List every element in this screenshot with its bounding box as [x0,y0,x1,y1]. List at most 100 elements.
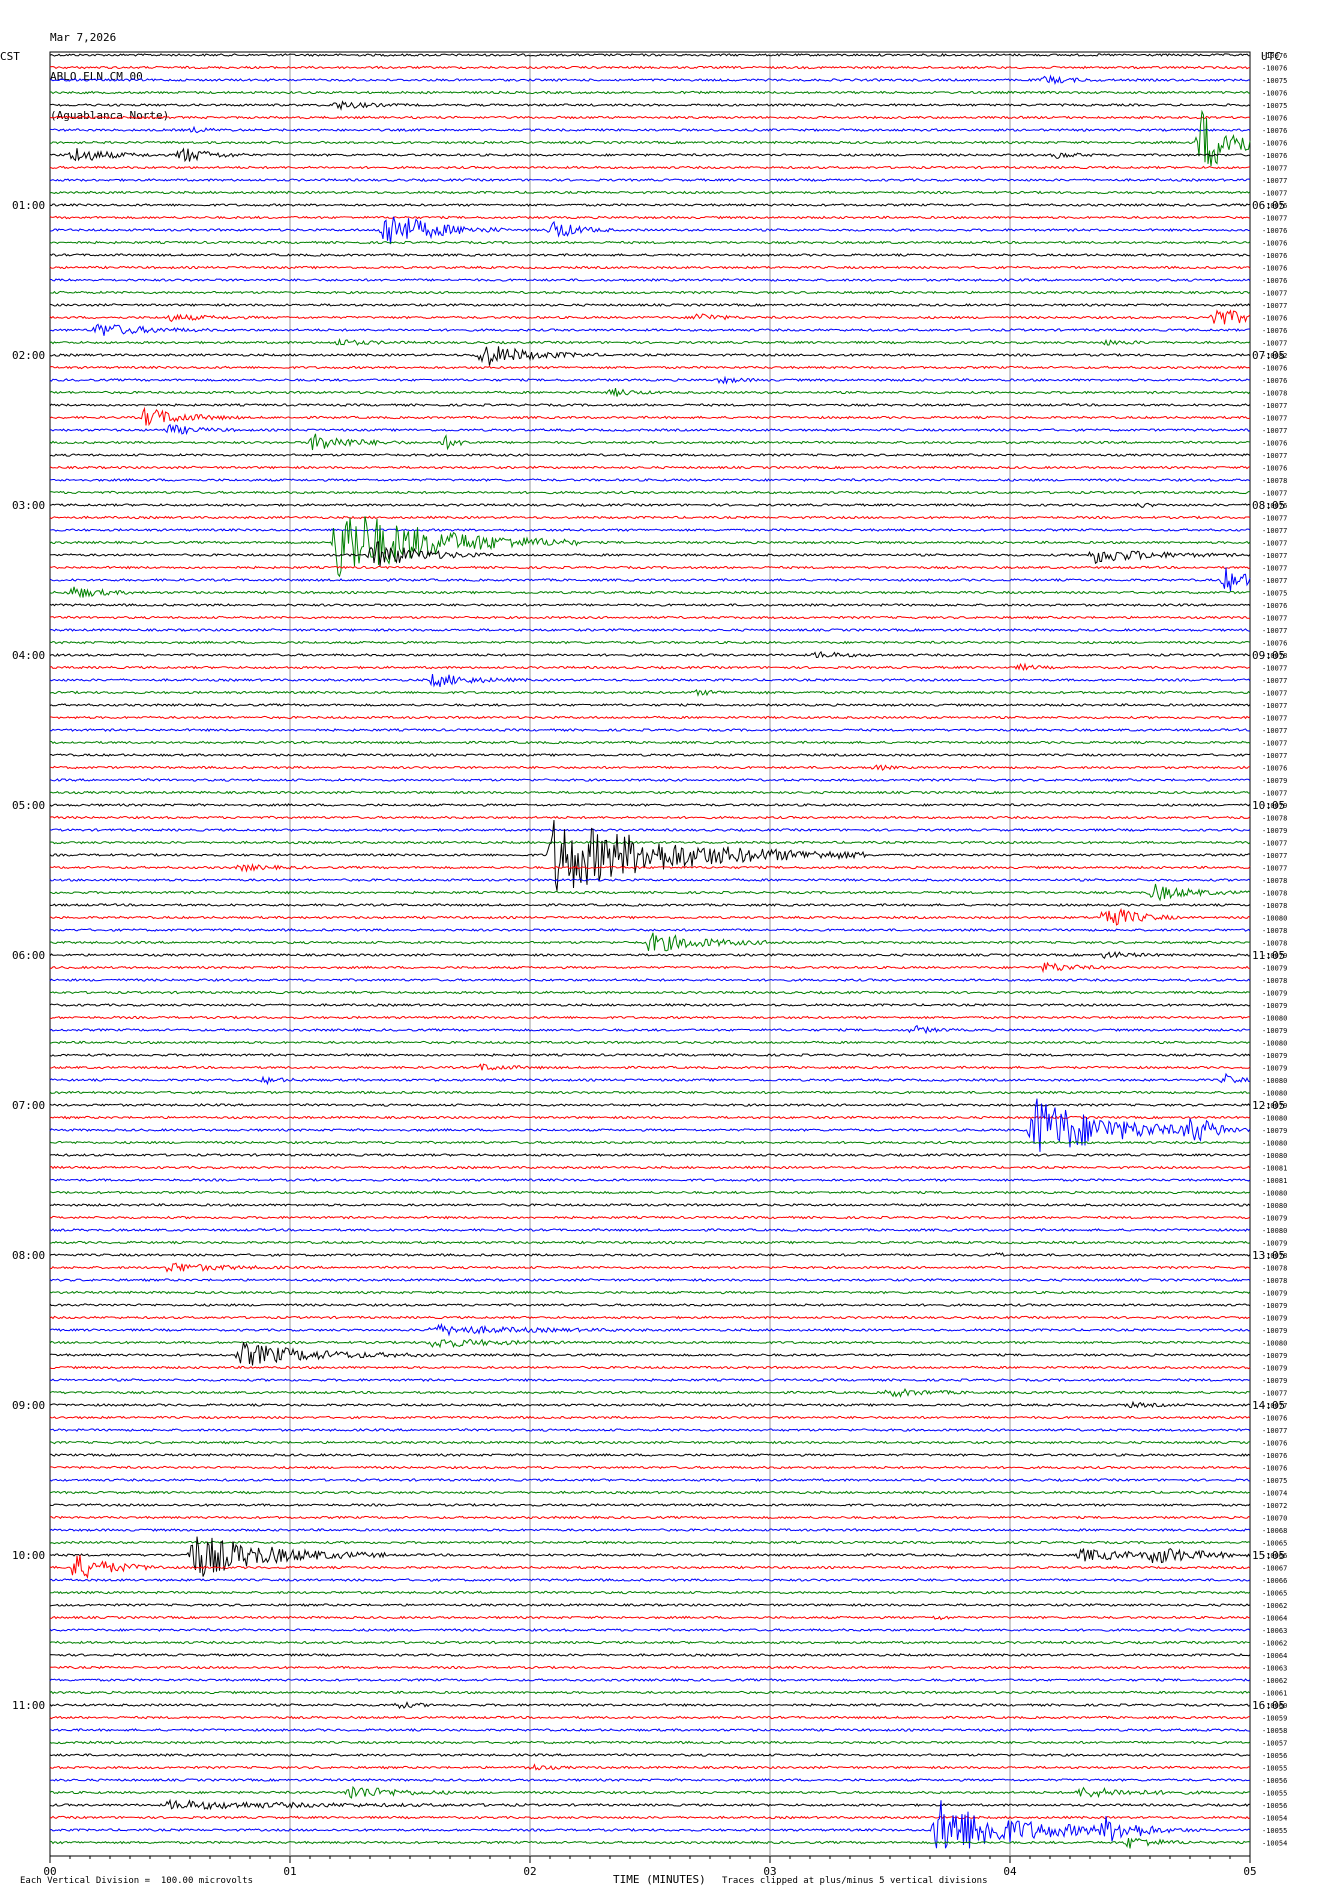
offset-label: -10056 [1262,1752,1287,1760]
trace-row [49,403,1251,407]
offset-label: -10076 [1262,502,1287,510]
offset-label: -10076 [1262,1415,1287,1423]
left-hour-label: 09:00 [12,1399,45,1412]
trace-row [49,1503,1251,1507]
offset-label: -10076 [1262,240,1287,248]
offset-label: -10066 [1262,1577,1287,1585]
offset-label: -10076 [1262,1452,1287,1460]
trace-row [49,1342,1251,1366]
offset-label: -10079 [1262,777,1287,785]
offset-label: -10070 [1262,1515,1287,1523]
trace-row [49,1228,1251,1232]
trace-row [49,502,1251,508]
trace-row [49,907,1251,926]
offset-label: -10078 [1262,877,1287,885]
offset-label: -10079 [1262,1315,1287,1323]
offset-label: -10055 [1262,1790,1287,1798]
trace-row [49,803,1251,807]
trace-row [49,1015,1251,1020]
trace-row [49,640,1251,645]
offset-label: -10060 [1262,1702,1287,1710]
trace-row [49,1322,1251,1337]
offset-label: -10077 [1262,552,1287,560]
trace-row [49,1665,1251,1670]
offset-label: -10079 [1262,1215,1287,1223]
offset-label: -10076 [1262,365,1287,373]
offset-label: -10080 [1262,1152,1287,1160]
offset-label: -10077 [1262,527,1287,535]
offset-label: -10067 [1262,1565,1287,1573]
trace-row [49,453,1251,457]
trace-row [49,216,1251,245]
offset-label: -10080 [1262,1190,1287,1198]
trace-row [49,1103,1251,1107]
right-hour-label: 11:05 [1252,949,1285,962]
offset-label: -10076 [1262,1440,1287,1448]
trace-row [49,586,1251,599]
offset-label: -10077 [1262,302,1287,310]
offset-label: -10077 [1262,565,1287,573]
offset-label: -10058 [1262,1727,1287,1735]
trace-row [49,346,1251,366]
trace-row [49,1678,1251,1682]
trace-row [49,1252,1251,1257]
offset-label: -10075 [1262,1477,1287,1485]
offset-label: -10077 [1262,1390,1287,1398]
right-hour-label: 10:05 [1252,799,1285,812]
trace-row [49,516,1251,578]
offset-label: -10079 [1262,1365,1287,1373]
offset-label: -10076 [1262,115,1287,123]
trace-row [49,528,1251,532]
offset-label: -10075 [1262,102,1287,110]
trace-row [49,1415,1251,1420]
offset-label: -10077 [1262,715,1287,723]
offset-label: -10078 [1262,477,1287,485]
trace-row [49,1290,1251,1295]
offset-label: -10062 [1262,1602,1287,1610]
trace-row [49,100,1251,111]
trace-row [50,1262,1251,1273]
offset-label: -10078 [1262,927,1287,935]
trace-row [49,265,1251,270]
trace-row [49,541,1251,567]
trace-row [49,1715,1251,1720]
offset-label: -10077 [1262,852,1287,860]
offset-label: -10056 [1262,1802,1287,1810]
offset-label: -10056 [1262,1777,1287,1785]
trace-row [49,883,1251,902]
offset-label: -10080 [1262,1140,1287,1148]
offset-label: -10077 [1262,540,1287,548]
offset-label: -10076 [1262,202,1287,210]
trace-row [49,790,1251,795]
trace-row [49,878,1251,882]
offset-label: -10079 [1262,965,1287,973]
trace-row [49,1072,1251,1086]
offset-label: -10066 [1262,1552,1287,1560]
offset-label: -10077 [1262,577,1287,585]
trace-row [49,1440,1251,1445]
header: Mar 7,2026 ABLO ELN CM 00 (Aguablanca No… [50,5,169,135]
left-hour-label: 11:00 [12,1699,45,1712]
offset-label: -10080 [1262,915,1287,923]
trace-row [49,65,1251,70]
trace-row [49,1240,1251,1245]
x-axis-label: TIME (MINUTES) [613,1873,706,1886]
offset-label: -10077 [1262,515,1287,523]
offset-label: -10077 [1262,790,1287,798]
offset-label: -10079 [1262,1352,1287,1360]
trace-row [49,567,1251,592]
trace-row [49,125,1251,134]
offset-label: -10064 [1262,1652,1287,1660]
right-hour-label: 08:05 [1252,499,1285,512]
offset-label: -10076 [1262,265,1287,273]
offset-label: -10077 [1262,727,1287,735]
right-hour-label: 09:05 [1252,649,1285,662]
x-tick-label: 02 [523,1865,536,1878]
offset-label: -10080 [1262,1090,1287,1098]
trace-row [49,753,1251,757]
trace-row [49,674,1251,688]
x-tick-label: 01 [283,1865,296,1878]
offset-label: -10077 [1262,490,1287,498]
offset-label: -10077 [1262,627,1287,635]
offset-label: -10076 [1262,465,1287,473]
